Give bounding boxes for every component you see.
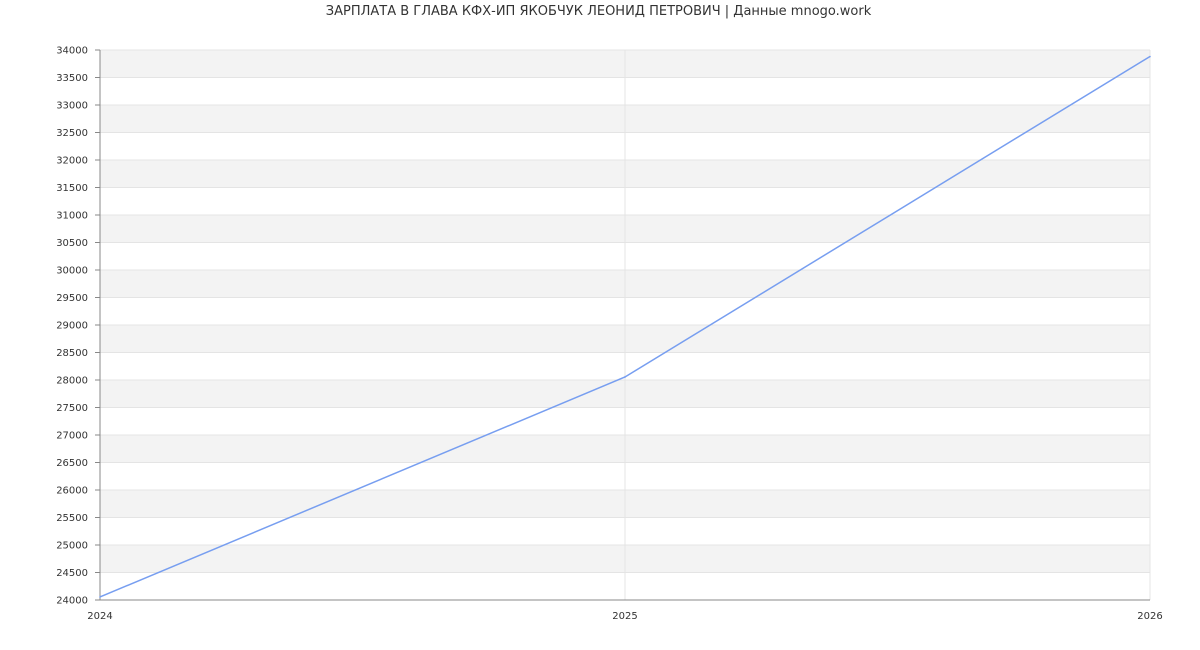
y-tick-label: 34000 <box>56 46 88 57</box>
y-tick-label: 28500 <box>56 348 88 359</box>
data-point <box>624 376 626 378</box>
y-tick-label: 33500 <box>56 73 88 84</box>
x-tick-label: 2026 <box>1137 611 1162 622</box>
y-tick-label: 24000 <box>56 596 88 607</box>
y-tick-label: 25500 <box>56 513 88 524</box>
y-tick-label: 28000 <box>56 376 88 387</box>
y-tick-label: 32000 <box>56 156 88 167</box>
y-tick-label: 27000 <box>56 431 88 442</box>
x-tick-label: 2024 <box>87 611 112 622</box>
y-tick-label: 30500 <box>56 238 88 249</box>
data-point <box>99 596 101 598</box>
data-point <box>1149 55 1151 58</box>
y-tick-label: 26500 <box>56 458 88 469</box>
y-tick-label: 31500 <box>56 183 88 194</box>
y-tick-label: 27500 <box>56 403 88 414</box>
y-tick-label: 30000 <box>56 266 88 277</box>
y-tick-label: 26000 <box>56 486 88 497</box>
chart-title: ЗАРПЛАТА В ГЛАВА КФХ-ИП ЯКОБЧУК ЛЕОНИД П… <box>325 4 872 19</box>
y-tick-label: 29000 <box>56 321 88 332</box>
x-tick-label: 2025 <box>612 611 637 622</box>
y-tick-label: 31000 <box>56 211 88 222</box>
y-tick-label: 29500 <box>56 293 88 304</box>
y-tick-label: 24500 <box>56 568 88 579</box>
y-tick-label: 33000 <box>56 101 88 112</box>
y-tick-label: 32500 <box>56 128 88 139</box>
y-tick-label: 25000 <box>56 541 88 552</box>
